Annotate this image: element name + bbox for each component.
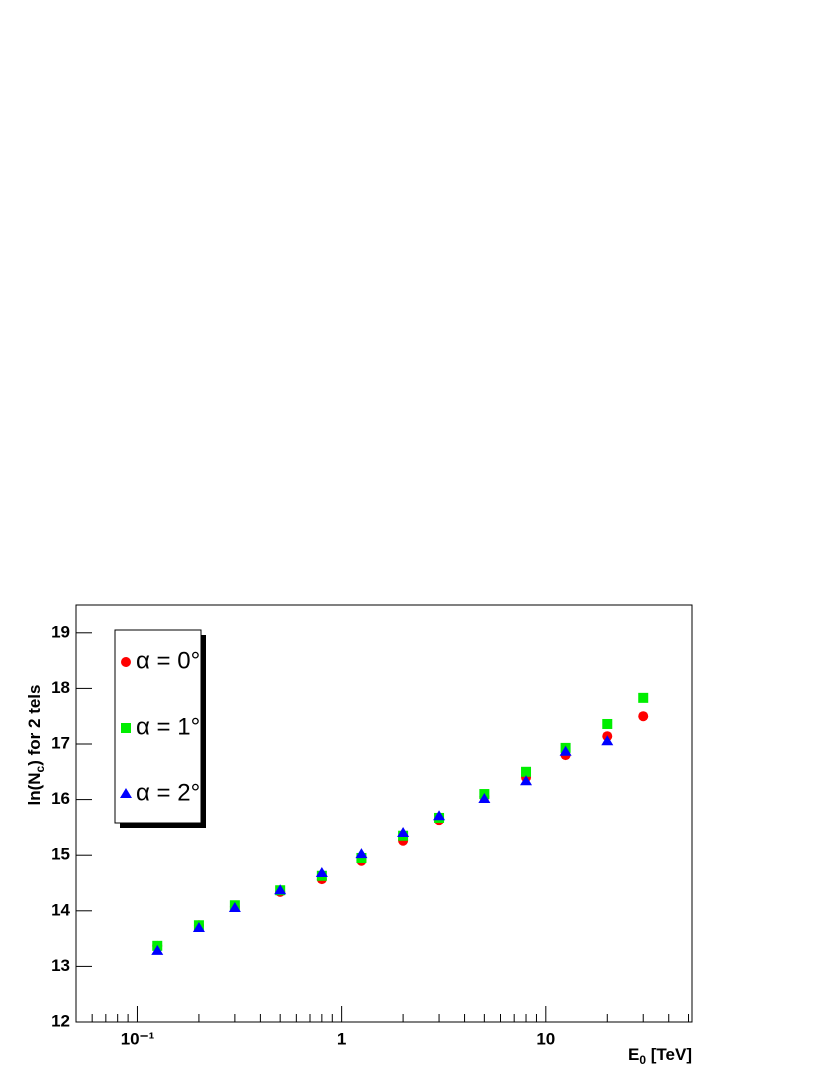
y-tick-label: 14	[51, 900, 70, 919]
point	[638, 711, 649, 722]
point	[520, 775, 533, 786]
y-label-sub: c	[33, 765, 47, 772]
point	[433, 810, 446, 821]
point	[478, 793, 491, 804]
point	[601, 735, 614, 746]
point	[521, 766, 532, 777]
point	[151, 944, 164, 955]
point	[559, 745, 572, 756]
point	[120, 788, 132, 798]
point	[121, 723, 131, 733]
y-tick-label: 16	[51, 789, 70, 808]
plot-frame	[75, 604, 693, 1023]
y-tick-label: 17	[51, 733, 70, 752]
point	[274, 884, 287, 895]
legend-label: α = 1°	[136, 713, 200, 740]
point	[228, 902, 241, 913]
y-label-rest: ) for 2 tels	[25, 685, 44, 766]
y-axis-label: ln(Nc) for 2 tels	[25, 685, 47, 806]
y-tick-label: 13	[51, 956, 70, 975]
y-tick-label: 19	[51, 622, 70, 641]
y-label-main: ln(N	[25, 772, 44, 805]
x-label-sub: 0	[639, 1053, 646, 1067]
y-tick-label: 18	[51, 678, 70, 697]
point	[192, 922, 205, 933]
point	[397, 826, 410, 837]
x-tick-label: 10⁻¹	[121, 1029, 155, 1048]
point	[315, 866, 328, 877]
point	[602, 718, 613, 729]
legend-label: α = 0°	[136, 647, 200, 674]
point	[121, 657, 131, 667]
x-tick-label: 1	[337, 1029, 346, 1048]
legend-label: α = 2°	[136, 779, 200, 806]
y-tick-label: 15	[51, 845, 70, 864]
x-label-main: E	[628, 1045, 639, 1064]
x-label-unit: [TeV]	[646, 1045, 692, 1064]
point	[638, 692, 649, 703]
x-axis-label: E0 [TeV]	[628, 1045, 692, 1067]
y-tick-label: 12	[51, 1011, 70, 1030]
x-tick-label: 10	[536, 1029, 555, 1048]
point	[355, 848, 368, 859]
